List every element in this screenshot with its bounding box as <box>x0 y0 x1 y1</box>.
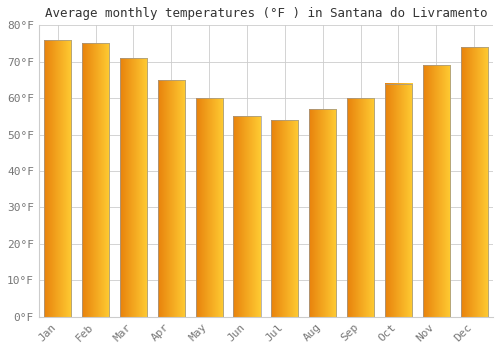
Bar <box>385 84 412 317</box>
Bar <box>82 43 109 317</box>
Bar <box>309 109 336 317</box>
Bar <box>196 98 223 317</box>
Bar <box>460 47 488 317</box>
Bar <box>234 117 260 317</box>
Bar <box>44 40 72 317</box>
Bar <box>422 65 450 317</box>
Bar <box>271 120 298 317</box>
Bar <box>120 58 147 317</box>
Title: Average monthly temperatures (°F ) in Santana do Livramento: Average monthly temperatures (°F ) in Sa… <box>44 7 487 20</box>
Bar <box>347 98 374 317</box>
Bar <box>158 80 185 317</box>
